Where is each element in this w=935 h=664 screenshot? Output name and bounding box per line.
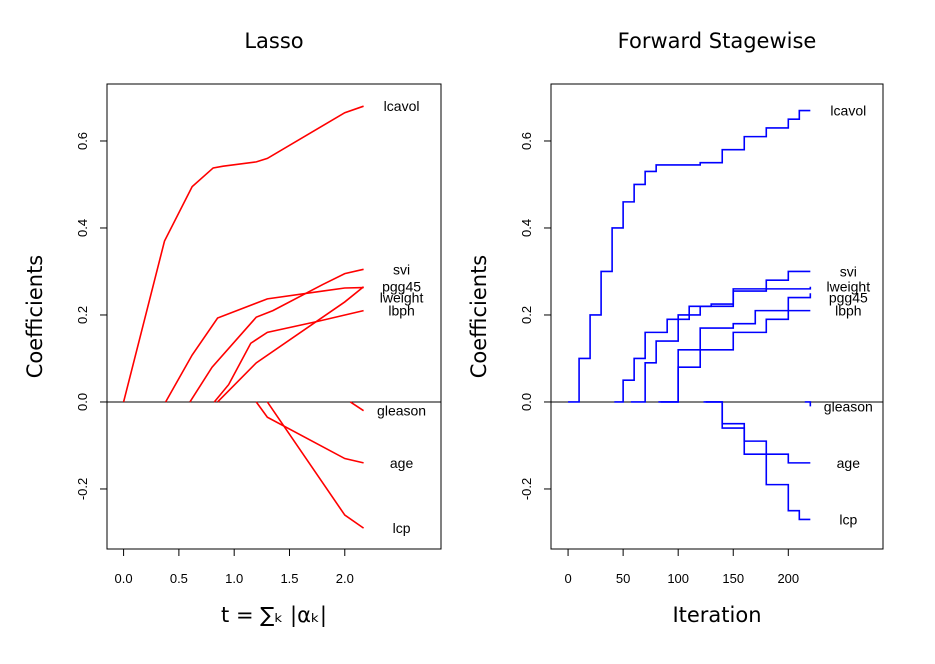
series-line <box>255 401 364 464</box>
y-tick-label: -0.2 <box>519 478 534 500</box>
series-label: age <box>837 455 861 471</box>
series-label: lbph <box>835 303 861 319</box>
series-label: svi <box>393 261 410 277</box>
series-line <box>568 109 811 403</box>
series-label: lbph <box>388 303 414 319</box>
y-tick-label: 0.0 <box>75 393 90 411</box>
series-label: age <box>390 455 414 471</box>
series-line <box>630 286 812 403</box>
y-tick-label: 0.2 <box>75 306 90 324</box>
series-label: lcp <box>839 511 857 527</box>
chart-title: Lasso <box>244 29 303 53</box>
y-axis-label: Coefficients <box>467 255 491 379</box>
series-label: gleason <box>377 403 426 419</box>
series-label: svi <box>840 263 857 279</box>
series-label: lweight <box>380 290 424 306</box>
x-tick-label: 200 <box>777 571 799 586</box>
series-label: gleason <box>824 398 873 414</box>
series-label: lweight <box>827 279 871 295</box>
y-tick-label: 0.2 <box>519 306 534 324</box>
series-line <box>213 309 364 403</box>
series-label: lcavol <box>384 98 420 114</box>
x-axis-label: t = ∑ₖ |αₖ| <box>221 603 327 628</box>
series-line <box>804 401 812 407</box>
x-axis-label: Iteration <box>672 603 761 627</box>
x-tick-label: 1.5 <box>280 571 298 586</box>
x-tick-label: 0.0 <box>115 571 133 586</box>
series-line <box>660 309 811 403</box>
y-tick-label: 0.4 <box>75 219 90 237</box>
y-tick-label: 0.4 <box>519 219 534 237</box>
series-line <box>164 286 364 403</box>
series-line <box>189 268 364 403</box>
x-tick-label: 2.0 <box>336 571 354 586</box>
x-tick-label: 0 <box>564 571 571 586</box>
series-line <box>614 270 811 403</box>
series-label: lcp <box>393 520 411 536</box>
plot-frame <box>106 83 442 550</box>
series-label: lcavol <box>830 103 866 119</box>
series-label: pgg45 <box>829 290 868 306</box>
series-label: pgg45 <box>382 279 421 295</box>
x-tick-label: 1.0 <box>225 571 243 586</box>
y-axis-label: Coefficients <box>23 255 47 379</box>
series-line <box>705 401 811 521</box>
series-line <box>266 401 365 529</box>
x-tick-label: 150 <box>722 571 744 586</box>
y-tick-label: 0.0 <box>519 393 534 411</box>
series-line <box>122 105 364 403</box>
series-line <box>658 293 812 403</box>
x-tick-label: 50 <box>616 571 630 586</box>
y-tick-label: 0.6 <box>75 132 90 150</box>
y-tick-label: -0.2 <box>75 478 90 500</box>
plot-frame <box>550 83 884 550</box>
series-line <box>349 401 365 412</box>
series-line <box>217 286 365 403</box>
chart-title: Forward Stagewise <box>618 29 817 53</box>
y-tick-label: 0.6 <box>519 132 534 150</box>
x-tick-label: 0.5 <box>170 571 188 586</box>
x-tick-label: 100 <box>667 571 689 586</box>
